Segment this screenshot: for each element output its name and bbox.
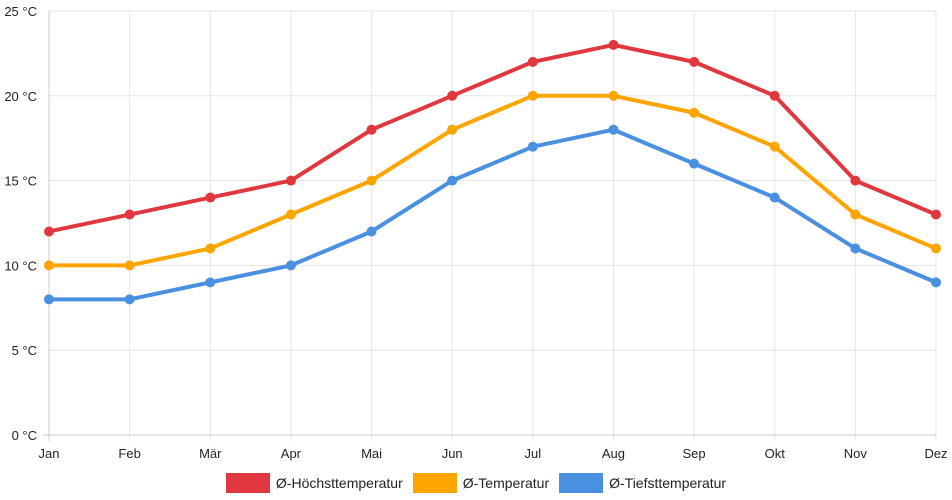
y-tick-label: 15 °C [4,174,37,189]
data-point[interactable] [608,90,619,101]
legend-label-temperatur: Ø-Temperatur [462,475,550,491]
data-point[interactable] [366,175,377,186]
x-tick-label: Feb [118,446,140,461]
data-point[interactable] [285,209,296,220]
data-point[interactable] [124,260,135,271]
data-point[interactable] [447,124,458,135]
series-line [47,42,938,234]
data-point[interactable] [44,226,54,237]
series-line [47,93,938,268]
series-line [47,127,938,302]
y-tick-label: 0 °C [12,428,37,443]
data-point[interactable] [205,277,216,288]
data-point[interactable] [44,294,54,305]
data-point[interactable] [124,294,135,305]
data-point[interactable] [689,158,700,169]
data-point[interactable] [124,209,135,220]
y-tick-label: 25 °C [4,4,37,19]
x-axis-ticks: Jan Feb Mär Apr Mai Jun Jul Aug Sep Okt Nov Dez [39,446,948,461]
legend-item-temperatur[interactable]: Ø-Temperatur [412,473,550,493]
y-tick-label: 5 °C [12,343,37,358]
x-tick-label: Dez [924,446,947,461]
data-point[interactable] [44,260,54,271]
legend-label-hoechsttemperatur: Ø-Höchsttemperatur [275,475,403,491]
series-1 [44,90,941,271]
legend: Ø-Höchsttemperatur Ø-Temperatur Ø-Tiefst… [0,471,952,495]
x-tick-label: Jun [442,446,463,461]
x-tick-label: Jul [525,446,542,461]
data-point[interactable] [689,56,700,67]
data-point[interactable] [285,175,296,186]
data-point[interactable] [447,175,458,186]
x-tick-label: Mär [199,446,222,461]
y-tick-label: 10 °C [4,258,37,273]
x-tick-label: Nov [844,446,868,461]
x-tick-label: Sep [683,446,706,461]
x-tick-label: Okt [765,446,786,461]
data-point[interactable] [850,243,861,254]
y-axis-ticks: 0 °C 5 °C 10 °C 15 °C 20 °C 25 °C [4,4,37,443]
data-point[interactable] [366,124,377,135]
data-point[interactable] [769,141,780,152]
data-point[interactable] [608,124,619,135]
data-point[interactable] [931,209,941,220]
data-point[interactable] [527,56,538,67]
series-2 [44,124,941,305]
x-tick-label: Aug [602,446,625,461]
x-tick-label: Mai [361,446,382,461]
data-point[interactable] [931,277,941,288]
legend-item-tiefsttemperatur[interactable]: Ø-Tiefsttemperatur [559,473,726,493]
data-point[interactable] [769,192,780,203]
data-point[interactable] [285,260,296,271]
legend-swatch-hoechsttemperatur [225,473,270,493]
data-point[interactable] [447,90,458,101]
data-point[interactable] [527,141,538,152]
data-point[interactable] [205,243,216,254]
y-tick-label: 20 °C [4,89,37,104]
temperature-line-chart: 0 °C 5 °C 10 °C 15 °C 20 °C 25 °C Jan Feb Mär Ap… [4,4,948,461]
grid-lines [43,10,937,441]
data-point[interactable] [689,107,700,118]
data-point[interactable] [769,90,780,101]
series-lines [44,39,941,305]
series-0 [44,39,941,237]
legend-swatch-tiefsttemperatur [559,473,604,493]
data-point[interactable] [527,90,538,101]
data-point[interactable] [205,192,216,203]
data-point[interactable] [608,39,619,50]
x-tick-label: Apr [281,446,302,461]
legend-swatch-temperatur [412,473,457,493]
legend-label-tiefsttemperatur: Ø-Tiefsttemperatur [609,475,727,491]
data-point[interactable] [850,209,861,220]
data-point[interactable] [931,243,941,254]
data-point[interactable] [850,175,861,186]
x-tick-label: Jan [39,446,60,461]
legend-item-hoechsttemperatur[interactable]: Ø-Höchsttemperatur [225,473,403,493]
data-point[interactable] [366,226,377,237]
